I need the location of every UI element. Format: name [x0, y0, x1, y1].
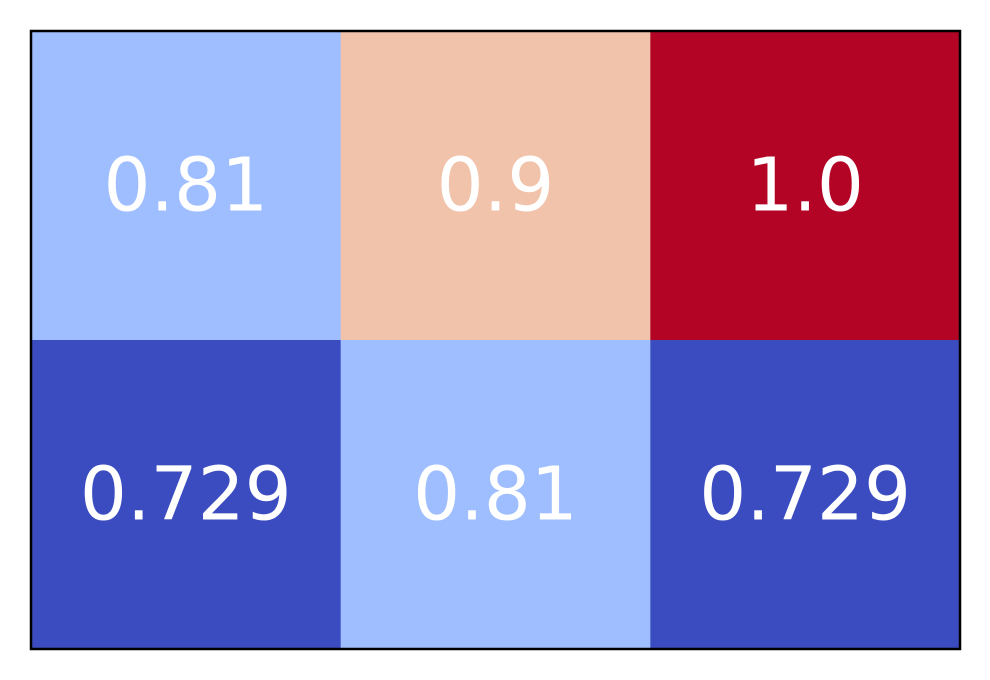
heatmap-cell-label-r1-c0: 0.729 [80, 452, 292, 538]
heatmap-cell-label-r1-c2: 0.729 [699, 452, 911, 538]
plot-frame [29, 29, 962, 651]
heatmap-cell-r1-c1 [340, 340, 651, 650]
heatmap-cells [31, 31, 961, 650]
heatmap-cell-r1-c2 [650, 340, 961, 650]
heatmap-labels: 0.81 0.9 1.0 0.729 0.81 0.729 [80, 143, 911, 538]
heatmap-cell-r1-c0 [31, 340, 342, 650]
heatmap-cell-r0-c1 [340, 31, 651, 341]
heatmap-cell-r0-c0 [31, 31, 342, 341]
heatmap-cell-r0-c2 [650, 31, 961, 341]
heatmap-cell-label-r1-c1: 0.81 [413, 452, 578, 538]
heatmap-cell-label-r0-c1: 0.9 [437, 143, 555, 229]
heatmap-cell-label-r0-c0: 0.81 [103, 143, 268, 229]
heatmap-cell-label-r0-c2: 1.0 [746, 143, 864, 229]
